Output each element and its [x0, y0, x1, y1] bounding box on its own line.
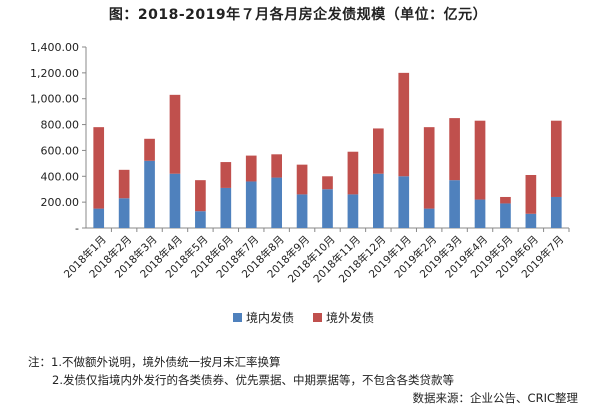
y-tick-label: 400.00 — [41, 170, 80, 183]
bar-overseas — [220, 162, 232, 188]
chart-title: 图：2018-2019年７月各月房企发债规模（单位：亿元） — [108, 7, 488, 23]
bar-overseas — [550, 120, 562, 197]
bar-domestic — [118, 198, 130, 228]
bar-domestic — [525, 213, 537, 228]
bar-domestic — [271, 177, 282, 228]
bar-overseas — [500, 196, 511, 204]
legend-swatch — [233, 313, 242, 322]
chart-legend: 境内发债 境外发债 — [233, 310, 374, 325]
y-tick-label: 1,000.00 — [30, 93, 79, 106]
legend-label: 境内发债 — [246, 310, 294, 325]
footnote-2: 2.发债仅指境内外发行的各类债券、优先票据、中期票据等，不包含各类贷款等 — [52, 373, 454, 387]
bar-overseas — [398, 72, 410, 177]
bar-domestic — [398, 176, 410, 228]
chart-axes: - 200.00 400.00 600.00 800.00 1,000.00 1,200.0… — [30, 41, 570, 285]
bar-overseas — [144, 138, 155, 161]
y-tick-label: 200.00 — [41, 196, 80, 209]
bar-domestic — [296, 194, 308, 228]
data-source: 数据来源：企业公告、CRIC整理 — [412, 391, 578, 405]
bar-overseas — [525, 174, 537, 214]
bar-domestic — [550, 196, 562, 228]
bar-domestic — [195, 211, 206, 228]
bar-domestic — [169, 173, 181, 228]
bar-overseas — [93, 127, 105, 209]
bar-overseas — [423, 127, 435, 209]
bar-domestic — [322, 189, 333, 228]
bar-overseas — [245, 155, 257, 182]
y-tick-label: - — [75, 222, 79, 235]
legend-swatch — [313, 313, 322, 322]
bar-overseas — [118, 169, 130, 199]
bar-domestic — [220, 187, 232, 228]
bar-overseas — [474, 120, 486, 200]
footnote-1: 注：1.不做额外说明，境外债统一按月末汇率换算 — [28, 355, 281, 369]
bar-domestic — [347, 194, 359, 228]
bar-domestic — [474, 199, 486, 228]
bar-overseas — [296, 164, 308, 195]
bar-domestic — [245, 181, 257, 228]
bar-domestic — [144, 160, 155, 228]
bar-overseas — [449, 118, 460, 181]
bar-domestic — [93, 208, 105, 228]
bar-overseas — [322, 176, 333, 190]
bar-overseas — [271, 154, 282, 178]
legend-label: 境外发债 — [326, 310, 374, 325]
y-tick-label: 1,400.00 — [30, 41, 79, 54]
chart-bars — [93, 72, 562, 228]
y-tick-label: 1,200.00 — [30, 67, 79, 80]
y-tick-label: 800.00 — [41, 119, 80, 132]
bar-overseas — [169, 94, 181, 174]
bar-overseas — [195, 180, 206, 212]
bar-domestic — [423, 208, 435, 228]
bar-domestic — [373, 173, 384, 228]
bar-overseas — [373, 128, 384, 174]
bar-domestic — [449, 180, 460, 228]
bar-domestic — [500, 203, 511, 228]
bar-overseas — [347, 151, 359, 195]
y-tick-label: 600.00 — [41, 144, 80, 157]
